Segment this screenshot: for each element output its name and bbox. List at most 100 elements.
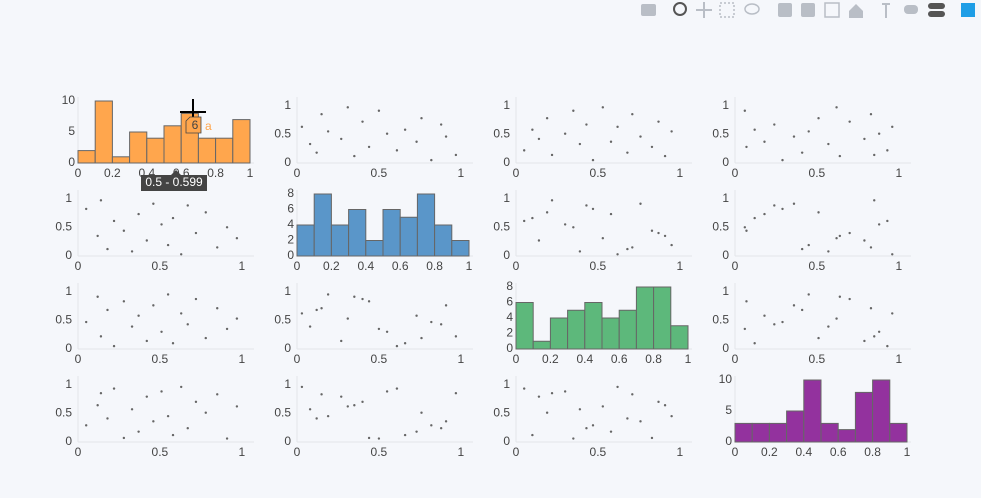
scatter-point (753, 216, 756, 220)
modebar[interactable] (641, 2, 975, 18)
scatter-point (96, 234, 99, 238)
scatter-point (745, 229, 748, 232)
scatter-point (807, 243, 810, 247)
lasso-icon[interactable] (744, 3, 760, 15)
histogram-bar (163, 125, 182, 164)
y-tick-label: 0.5 (493, 126, 510, 140)
scatter-point (537, 239, 541, 242)
reset-icon[interactable] (849, 4, 863, 18)
scatter-point (160, 390, 163, 393)
histogram-bar (786, 410, 805, 443)
y-tick-label: 0 (284, 155, 291, 169)
scatter-point (308, 408, 312, 411)
y-tick-label: 0 (284, 341, 291, 355)
histogram-bar (734, 422, 753, 443)
y-tick-label: 0 (725, 434, 732, 448)
scatter-point (657, 231, 660, 235)
x-tick-label: 0 (294, 259, 301, 273)
scatter-point (160, 223, 163, 226)
x-tick-label: 1 (238, 352, 245, 366)
autoscale-icon[interactable] (824, 2, 840, 18)
x-tick-label: 0.5 (809, 166, 826, 180)
hover-trace-name: a (205, 119, 212, 133)
y-tick-label: 1 (284, 377, 291, 391)
hover-x-label: 0.5 - 0.599 (145, 175, 203, 189)
box-select-icon[interactable] (719, 2, 735, 18)
scatter-point (225, 437, 229, 440)
hover-closest-icon[interactable] (904, 5, 918, 14)
hover-x-label-box (141, 170, 207, 191)
scatter-point (377, 327, 381, 331)
scatter-point (743, 327, 747, 331)
scatter-point (340, 137, 343, 141)
x-tick-label: 0 (294, 352, 301, 366)
x-tick-label: 0.2 (761, 445, 778, 459)
x-tick-label: 0 (75, 259, 82, 273)
x-tick-label: 1 (904, 445, 911, 459)
scatter-point (235, 237, 239, 240)
camera-icon[interactable] (641, 4, 656, 16)
scatter-point (848, 231, 851, 235)
scatter-point (122, 229, 126, 232)
x-tick-label: 0.2 (323, 259, 340, 273)
scatter-point (420, 411, 423, 414)
x-tick-label: 0.5 (590, 445, 607, 459)
scatter-point (439, 427, 443, 430)
scatter-point (550, 153, 554, 157)
scatter-point (99, 335, 103, 338)
x-tick-label: 0.5 (809, 259, 826, 273)
scatter-point (166, 243, 170, 247)
scatter-point (631, 246, 634, 249)
hover-value: 6 (192, 118, 199, 132)
scatter-point (308, 142, 312, 146)
scatter-point (186, 427, 189, 430)
scatter-point (609, 430, 613, 433)
y-tick-label: 1 (284, 284, 291, 298)
x-tick-label: 0.2 (542, 352, 559, 366)
scatter-point (838, 234, 842, 238)
scatter-point (106, 247, 109, 251)
histogram-bar (889, 422, 908, 443)
scatter-point (591, 207, 595, 211)
scatter-point (745, 300, 748, 303)
histogram-bar (635, 286, 655, 350)
pan-icon[interactable] (696, 2, 712, 18)
zoom-out-icon[interactable] (801, 3, 815, 17)
zoom-icon[interactable] (673, 2, 687, 16)
scatter-point (99, 199, 103, 202)
y-tick-label: 0.5 (712, 219, 729, 233)
plotly-logo[interactable] (961, 3, 975, 17)
scatter-point (216, 307, 219, 310)
scatter-point (84, 424, 88, 427)
scatter-point (886, 344, 889, 348)
histogram-bar (296, 224, 315, 257)
hover-compare-icon[interactable] (928, 11, 945, 17)
scatter-point (145, 395, 148, 398)
scatter-point (773, 123, 776, 126)
hover-compare-icon[interactable] (928, 3, 945, 9)
scatter-point (626, 151, 629, 154)
scatter-point (807, 293, 810, 296)
scatter-point (639, 420, 642, 423)
scatter-point (670, 130, 673, 133)
scatter-point (657, 400, 660, 404)
scatter-point (186, 204, 189, 207)
scatter-point (616, 125, 619, 129)
scatter-point (827, 142, 830, 146)
scatter-point (848, 297, 851, 301)
y-tick-label: 5 (68, 124, 75, 138)
y-tick-label: 0.5 (493, 219, 510, 233)
scatter-point (537, 395, 541, 398)
zoom-in-icon[interactable] (778, 3, 792, 17)
histogram-bar (618, 309, 637, 350)
scatter-point (545, 211, 549, 214)
y-tick-label: 0 (503, 434, 510, 448)
x-tick-label: 1 (895, 166, 902, 180)
x-tick-label: 0 (513, 259, 520, 273)
spike-icon[interactable] (882, 3, 890, 18)
scatter-point (743, 226, 747, 229)
scatter-point (106, 308, 109, 312)
x-tick-label: 0.5 (152, 352, 169, 366)
y-tick-label: 1 (503, 191, 510, 205)
scatter-point (130, 408, 134, 411)
